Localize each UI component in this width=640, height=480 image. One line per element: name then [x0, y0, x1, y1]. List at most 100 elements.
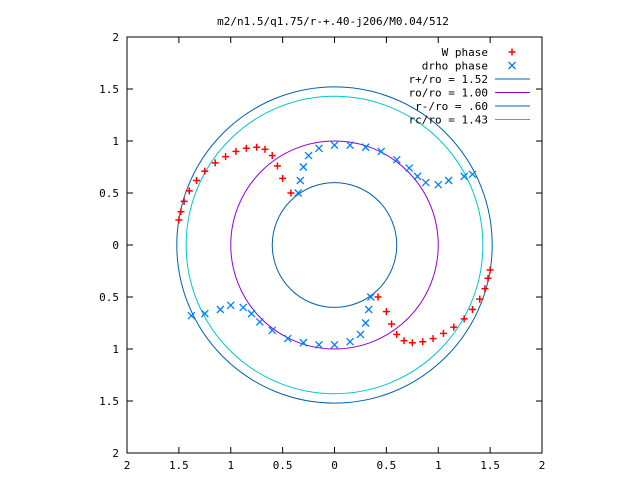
- series-0-point-6: [211, 159, 219, 167]
- y-tick-label-8: 2: [112, 447, 119, 460]
- series-0-point-11: [261, 145, 269, 153]
- series-0-point-8: [232, 147, 240, 155]
- series-0-point-13: [273, 162, 281, 170]
- y-tick-label-2: 1: [112, 135, 119, 148]
- series-0-point-12: [268, 152, 276, 160]
- series-0-point-16: [486, 266, 494, 274]
- circles-layer: [176, 86, 493, 404]
- series-0-point-4: [193, 177, 201, 185]
- series-0-point-9: [242, 144, 250, 152]
- series-1-point-3: [304, 151, 313, 160]
- x-tick-label-5: 0.5: [376, 459, 396, 472]
- series-1-point-15: [460, 172, 469, 181]
- series-0-point-20: [468, 305, 476, 313]
- legend-sample-1: [508, 61, 516, 70]
- series-1-point-31: [216, 305, 225, 314]
- series-1-point-2: [299, 163, 308, 171]
- series-0-point-30: [382, 308, 390, 316]
- series-0-point-24: [429, 335, 437, 343]
- series-1-point-23: [314, 340, 323, 349]
- series-1-point-16: [468, 170, 477, 179]
- legend-label-3: ro/ro = 1.00: [409, 87, 488, 100]
- series-layer: [175, 141, 494, 349]
- series-1-point-25: [283, 334, 292, 343]
- series-1-point-13: [434, 180, 443, 189]
- legend-label-4: r-/ro = .60: [415, 100, 488, 113]
- series-1-point-32: [200, 309, 209, 318]
- series-1-point-0: [294, 189, 303, 197]
- series-0-point-18: [481, 285, 489, 293]
- series-1-point-30: [226, 301, 235, 310]
- y-tick-label-4: 0: [112, 239, 119, 252]
- series-0-point-17: [484, 274, 492, 282]
- axis-ticks: 2 1.5 1 0.5 0 0.5 1 1.5 221.510.500.511.52: [99, 31, 545, 472]
- legend-label-5: rc/ro = 1.43: [409, 114, 488, 127]
- x-tick-label-1: 1.5: [169, 459, 189, 472]
- series-1-point-8: [377, 147, 386, 156]
- series-0-point-31: [374, 293, 382, 301]
- series-1-point-33: [187, 311, 196, 320]
- series-1-point-19: [361, 319, 370, 327]
- series-0-point-3: [185, 187, 193, 195]
- series-0-point-2: [180, 197, 188, 205]
- series-0-point-1: [177, 208, 185, 216]
- x-tick-label-2: 1: [227, 459, 234, 472]
- series-1-point-26: [268, 326, 277, 335]
- series-0-point-27: [400, 337, 408, 345]
- series-1-point-11: [413, 172, 422, 181]
- x-tick-label-4: 0: [331, 459, 338, 472]
- x-tick-label-3: 0.5: [273, 459, 293, 472]
- series-0-point-29: [388, 320, 396, 328]
- series-0-point-5: [201, 167, 209, 175]
- series-1-point-17: [366, 293, 375, 301]
- y-tick-label-0: 2: [112, 31, 119, 44]
- legend-label-1: drho phase: [422, 60, 488, 73]
- series-1-point-9: [392, 155, 401, 164]
- circle-1: [230, 140, 439, 350]
- series-1-point-5: [330, 141, 339, 150]
- circle-2: [271, 182, 398, 308]
- series-1-point-1: [296, 176, 305, 185]
- series-1-point-18: [364, 305, 373, 314]
- legend-label-2: r+/ro = 1.52: [409, 73, 488, 86]
- y-tick-label-5: 0.5: [99, 291, 119, 304]
- y-tick-label-1: 1.5: [99, 83, 119, 96]
- series-1-point-14: [444, 176, 453, 185]
- series-1-point-29: [239, 303, 248, 312]
- series-1-point-20: [356, 330, 365, 339]
- series-1-point-10: [405, 164, 414, 172]
- circle-0: [176, 86, 493, 404]
- series-0-point-25: [419, 338, 427, 346]
- series-1-point-22: [330, 340, 339, 349]
- series-0-point-21: [460, 315, 468, 323]
- series-0-point-26: [408, 339, 416, 347]
- y-tick-label-7: 1.5: [99, 395, 119, 408]
- series-0-point-22: [450, 323, 458, 331]
- series-1-point-7: [361, 143, 370, 152]
- y-tick-label-3: 0.5: [99, 187, 119, 200]
- series-1-point-4: [314, 144, 323, 153]
- circle-3: [185, 95, 484, 395]
- series-0-point-28: [393, 330, 401, 338]
- legend-sample-0: [508, 48, 516, 56]
- series-1-point-24: [299, 338, 308, 347]
- legend-label-0: W phase: [442, 46, 488, 59]
- series-1-point-12: [421, 178, 430, 187]
- series-0-point-7: [222, 153, 230, 161]
- series-0-point-10: [253, 143, 261, 151]
- y-tick-label-6: 1: [112, 343, 119, 356]
- x-tick-label-7: 1.5: [480, 459, 500, 472]
- series-0-point-0: [175, 216, 183, 224]
- x-tick-label-0: 2: [124, 459, 131, 472]
- series-0-point-23: [439, 329, 447, 337]
- series-0-point-15: [287, 189, 295, 197]
- series-1-point-27: [255, 318, 264, 326]
- series-0-point-19: [476, 295, 484, 303]
- chart-title: m2/n1.5/q1.75/r-+.40-j206/M0.04/512: [217, 15, 449, 28]
- series-1-point-28: [247, 309, 256, 318]
- series-1-point-21: [346, 337, 355, 346]
- x-tick-label-8: 2: [539, 459, 546, 472]
- x-tick-label-6: 1: [435, 459, 442, 472]
